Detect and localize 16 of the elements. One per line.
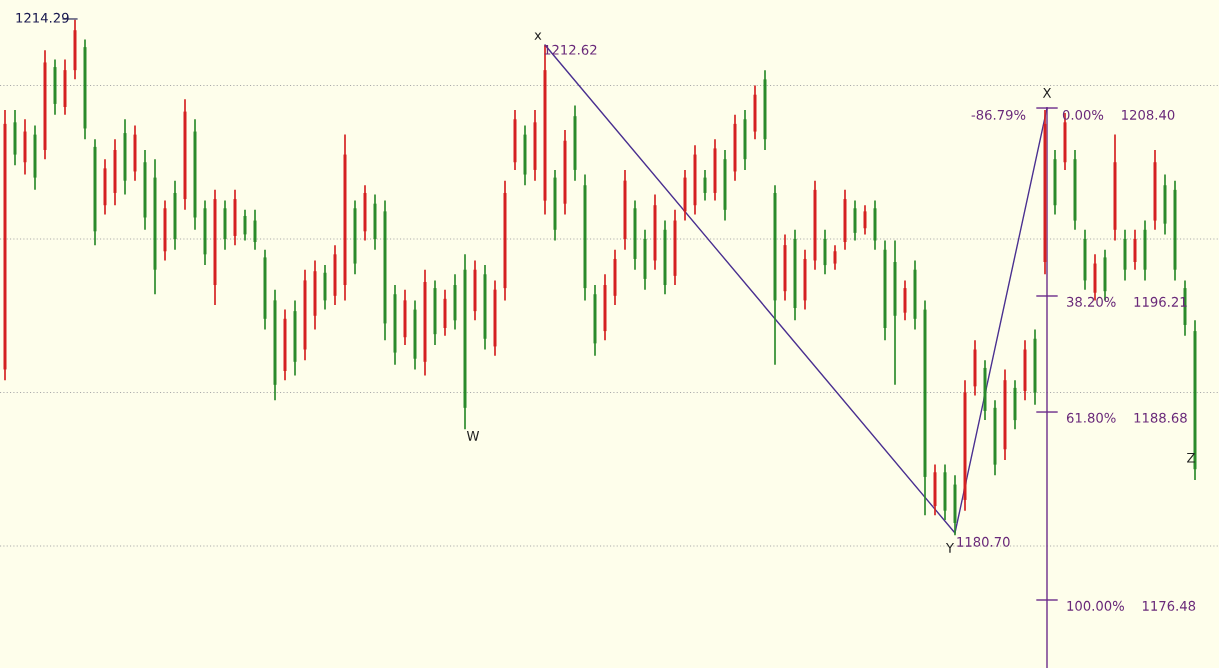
annotation: -86.79%: [971, 109, 1026, 120]
candlestick: [703, 169, 707, 202]
annotation: Y: [945, 543, 955, 553]
candlestick: [253, 208, 257, 251]
annotation: X: [1042, 88, 1052, 98]
annotation: 0.00% 1208.40: [1062, 109, 1175, 120]
candlestick: [1133, 228, 1137, 271]
candlestick: [833, 244, 837, 271]
annotation: 61.80% 1188.68: [1066, 412, 1187, 423]
annotation: W: [466, 431, 480, 441]
candlestick: [863, 204, 867, 236]
candlestick: [243, 208, 247, 242]
annotation: 1214.29: [16, 12, 69, 23]
annotation: 100.00% 1176.48: [1067, 600, 1196, 611]
annotation: x: [534, 32, 542, 40]
annotation: 1180.70: [957, 536, 1010, 547]
